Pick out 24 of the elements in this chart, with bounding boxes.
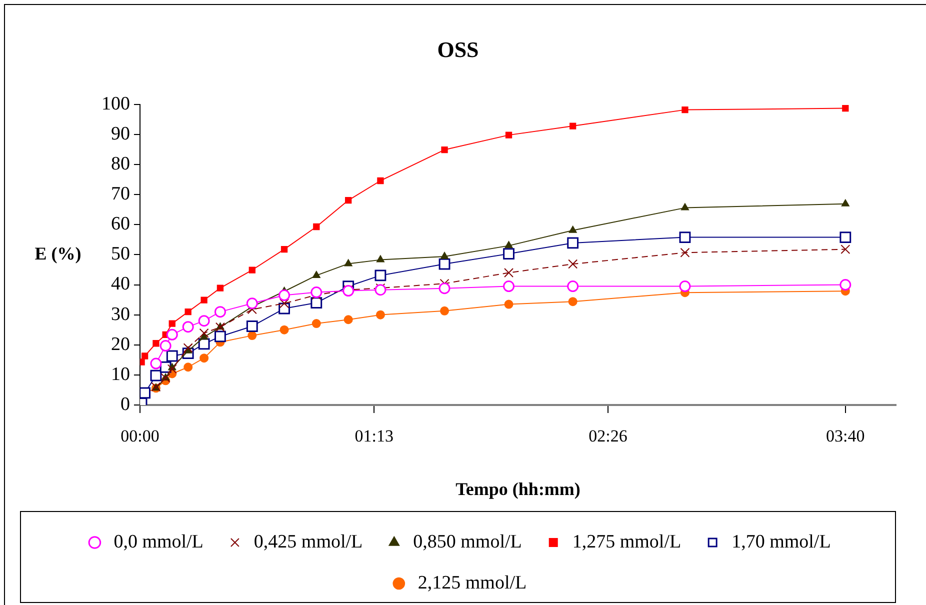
legend-label: 2,125 mmol/L: [418, 572, 527, 594]
y-tick-label: 10: [111, 364, 130, 385]
y-tick-label: 50: [111, 244, 130, 265]
x-tick-label: 03:40: [826, 426, 865, 446]
x-tick-label: 00:00: [120, 426, 160, 446]
legend-label: 0,0 mmol/L: [114, 531, 204, 552]
legend-label: 0,850 mmol/L: [413, 531, 522, 552]
x-tick-label: 01:13: [354, 426, 394, 446]
y-tick-label: 0: [120, 394, 130, 415]
y-tick-label: 100: [102, 93, 130, 114]
y-tick-label: 60: [111, 214, 130, 235]
y-tick-label: 20: [111, 334, 130, 355]
chart-title: OSS: [437, 36, 479, 62]
legend-label: 1,275 mmol/L: [572, 531, 682, 552]
y-tick-label: 90: [111, 123, 130, 144]
y-tick-label: 40: [111, 274, 130, 295]
legend-label: 0,425 mmol/L: [254, 531, 363, 552]
y-tick-label: 30: [111, 304, 130, 325]
y-tick-label: 80: [111, 154, 130, 175]
x-axis-title: Tempo (hh:mm): [456, 478, 580, 499]
y-tick-label: 70: [111, 184, 130, 205]
x-tick-label: 02:26: [588, 426, 628, 446]
legend-label: 1,70 mmol/L: [732, 531, 831, 552]
y-axis-title: E (%): [34, 243, 82, 264]
